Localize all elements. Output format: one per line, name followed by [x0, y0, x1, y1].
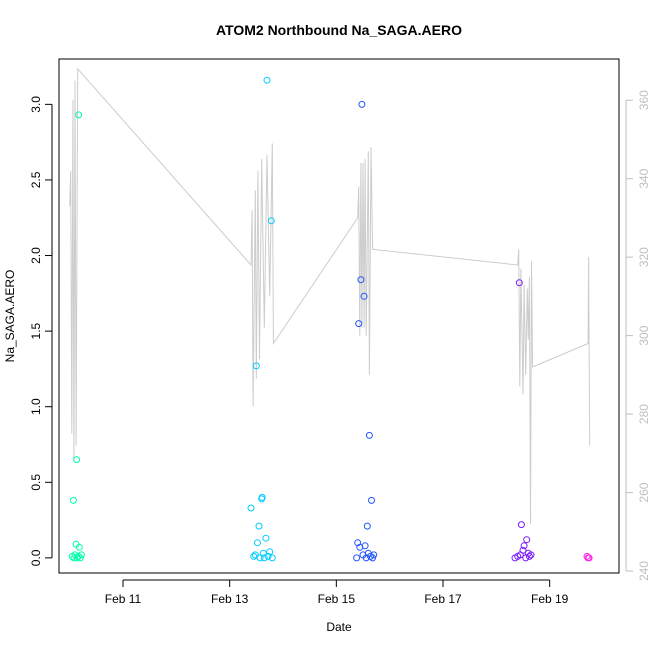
x-tick-label: Feb 17	[424, 592, 462, 606]
data-point-8	[75, 111, 83, 119]
data-point-11	[77, 551, 85, 559]
data-point-7	[74, 552, 82, 560]
y-tick-label: 2.0	[29, 247, 43, 264]
data-point-1	[69, 496, 77, 504]
y-tick-label: 0.0	[29, 549, 43, 566]
y2-tick-label: 360	[637, 90, 650, 110]
x-tick-label: Feb 13	[211, 592, 249, 606]
data-point-41	[365, 431, 373, 439]
data-point-18	[256, 554, 264, 562]
data-point-45	[370, 551, 378, 559]
data-point-13	[250, 552, 258, 560]
data-point-48	[515, 279, 523, 287]
data-point-44	[369, 554, 377, 562]
data-point-33	[357, 276, 365, 284]
data-point-28	[268, 554, 276, 562]
data-point-54	[523, 536, 531, 544]
y-axis-left: 0.0 0.5 1.0 1.5 2.0 2.5 3.0	[29, 96, 53, 566]
data-point-57	[527, 551, 535, 559]
y2-tick-label: 340	[637, 168, 650, 188]
data-point-56	[525, 552, 533, 560]
y-axis-right: 240 260 280 300 320 340 360	[625, 90, 650, 581]
data-point-60	[585, 554, 593, 562]
data-point-29	[353, 554, 361, 562]
data-point-16	[253, 539, 261, 547]
data-point-37	[361, 542, 369, 550]
secondary-series-layer	[69, 67, 591, 525]
data-point-27	[267, 217, 275, 225]
plot-area-frame	[58, 58, 620, 574]
data-point-10	[76, 554, 84, 562]
scatter-points-layer	[68, 76, 593, 562]
y-tick-label: 1.0	[29, 398, 43, 415]
x-tick-label: Feb 11	[105, 592, 142, 606]
y2-tick-label: 320	[637, 247, 650, 267]
data-point-15	[252, 362, 260, 370]
data-point-25	[264, 552, 272, 560]
x-tick-label: Feb 19	[531, 592, 569, 606]
x-axis-label: Date	[326, 620, 352, 634]
data-point-24	[263, 76, 271, 84]
data-point-42	[367, 552, 374, 560]
data-point-51	[519, 546, 527, 554]
data-point-5	[73, 456, 81, 464]
data-point-43	[368, 496, 375, 504]
data-point-22	[260, 554, 268, 562]
chart-title: ATOM2 Northbound Na_SAGA.AERO	[216, 22, 462, 38]
y-tick-label: 3.0	[29, 96, 43, 113]
data-point-52	[520, 542, 528, 550]
data-point-30	[354, 539, 362, 547]
y2-tick-label: 260	[637, 482, 650, 502]
data-point-31	[355, 320, 363, 328]
data-point-21	[259, 549, 267, 557]
x-tick-label: Feb 15	[318, 592, 356, 606]
data-point-34	[358, 100, 366, 108]
data-point-36	[360, 292, 368, 300]
y2-tick-label: 240	[637, 561, 650, 581]
secondary-series-line	[69, 67, 591, 525]
data-point-23	[262, 534, 270, 542]
data-point-26	[266, 548, 274, 556]
y-tick-label: 0.5	[29, 474, 43, 491]
x-axis: Feb 11 Feb 13 Feb 15 Feb 17 Feb 19	[105, 579, 569, 606]
data-point-20	[258, 493, 266, 501]
y2-tick-label: 280	[637, 404, 650, 424]
data-point-9	[75, 543, 83, 551]
y-tick-label: 2.5	[29, 171, 43, 188]
data-point-12	[247, 504, 255, 512]
y-tick-label: 1.5	[29, 322, 43, 339]
y-axis-label: Na_SAGA.AERO	[3, 270, 17, 363]
data-point-58	[583, 552, 591, 560]
data-point-39	[363, 522, 371, 530]
data-point-17	[255, 522, 263, 530]
data-point-50	[517, 521, 525, 529]
y2-tick-label: 300	[637, 325, 650, 345]
